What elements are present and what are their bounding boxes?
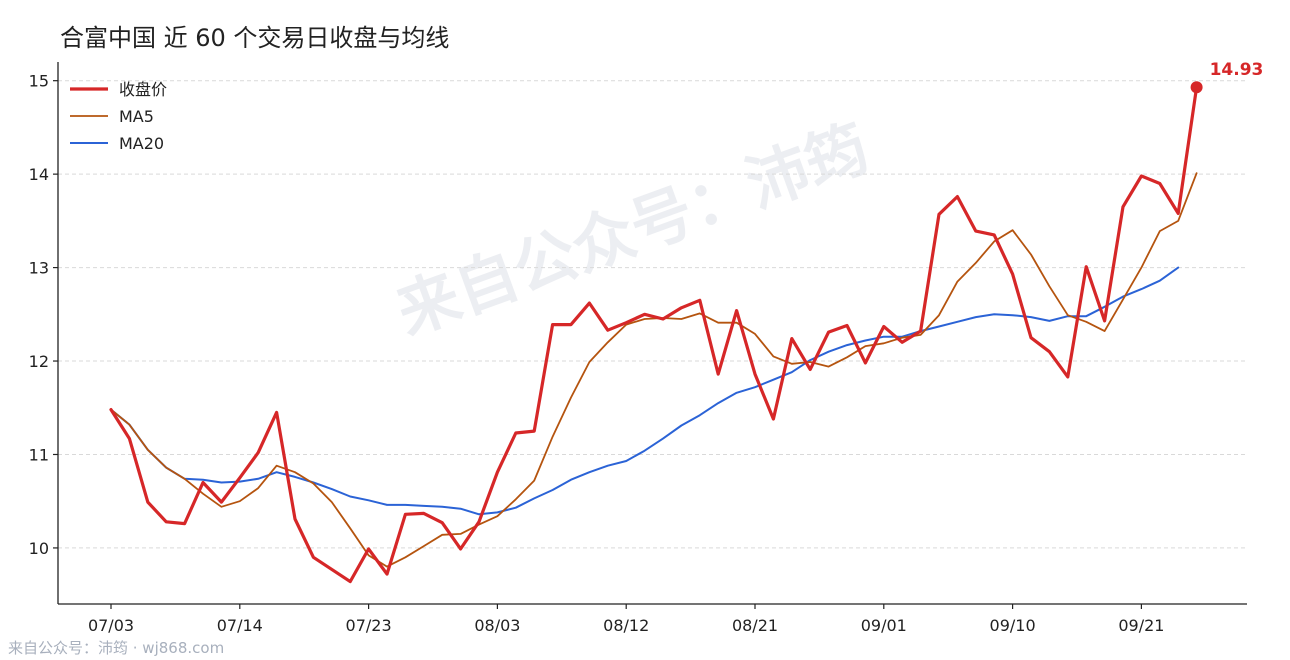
chart-title: 合富中国 近 60 个交易日收盘与均线 [60,24,449,52]
legend-label: MA5 [119,107,154,126]
y-tick-label: 12 [29,352,49,371]
y-tick-label: 10 [29,539,49,558]
series-lines: 14.93 [109,60,1264,584]
series-line-ma20 [110,266,1180,516]
x-tick-label: 09/01 [861,616,907,635]
x-tick-label: 08/21 [732,616,778,635]
legend-label: MA20 [119,134,164,153]
axes: 10 11 12 13 14 15 07/03 07/14 07/23 08/03 08/12 08/… [29,62,1247,635]
x-tick-label: 07/14 [217,616,263,635]
x-tick-label: 07/03 [88,616,134,635]
y-tick-label: 15 [29,72,49,91]
x-tick-label: 07/23 [346,616,392,635]
watermark-text: 来自公众号：沛筠 [387,111,878,349]
last-close-point [1190,81,1203,94]
x-tick-label: 08/12 [603,616,649,635]
legend-label: 收盘价 [119,80,167,99]
y-tick-label: 14 [29,165,49,184]
grid [58,80,1247,549]
y-tick-label: 13 [29,259,49,278]
x-tick-label: 08/03 [474,616,520,635]
series-line-close [109,85,1199,584]
x-tick-label: 09/21 [1118,616,1164,635]
x-tick-label: 09/10 [990,616,1036,635]
last-close-label: 14.93 [1210,60,1264,80]
series-line-ma5 [110,172,1198,568]
footer-text: 来自公众号：沛筠 · wj868.com [8,639,224,657]
y-tick-label: 11 [29,445,49,464]
legend: 收盘价 MA5 MA20 [70,80,167,153]
